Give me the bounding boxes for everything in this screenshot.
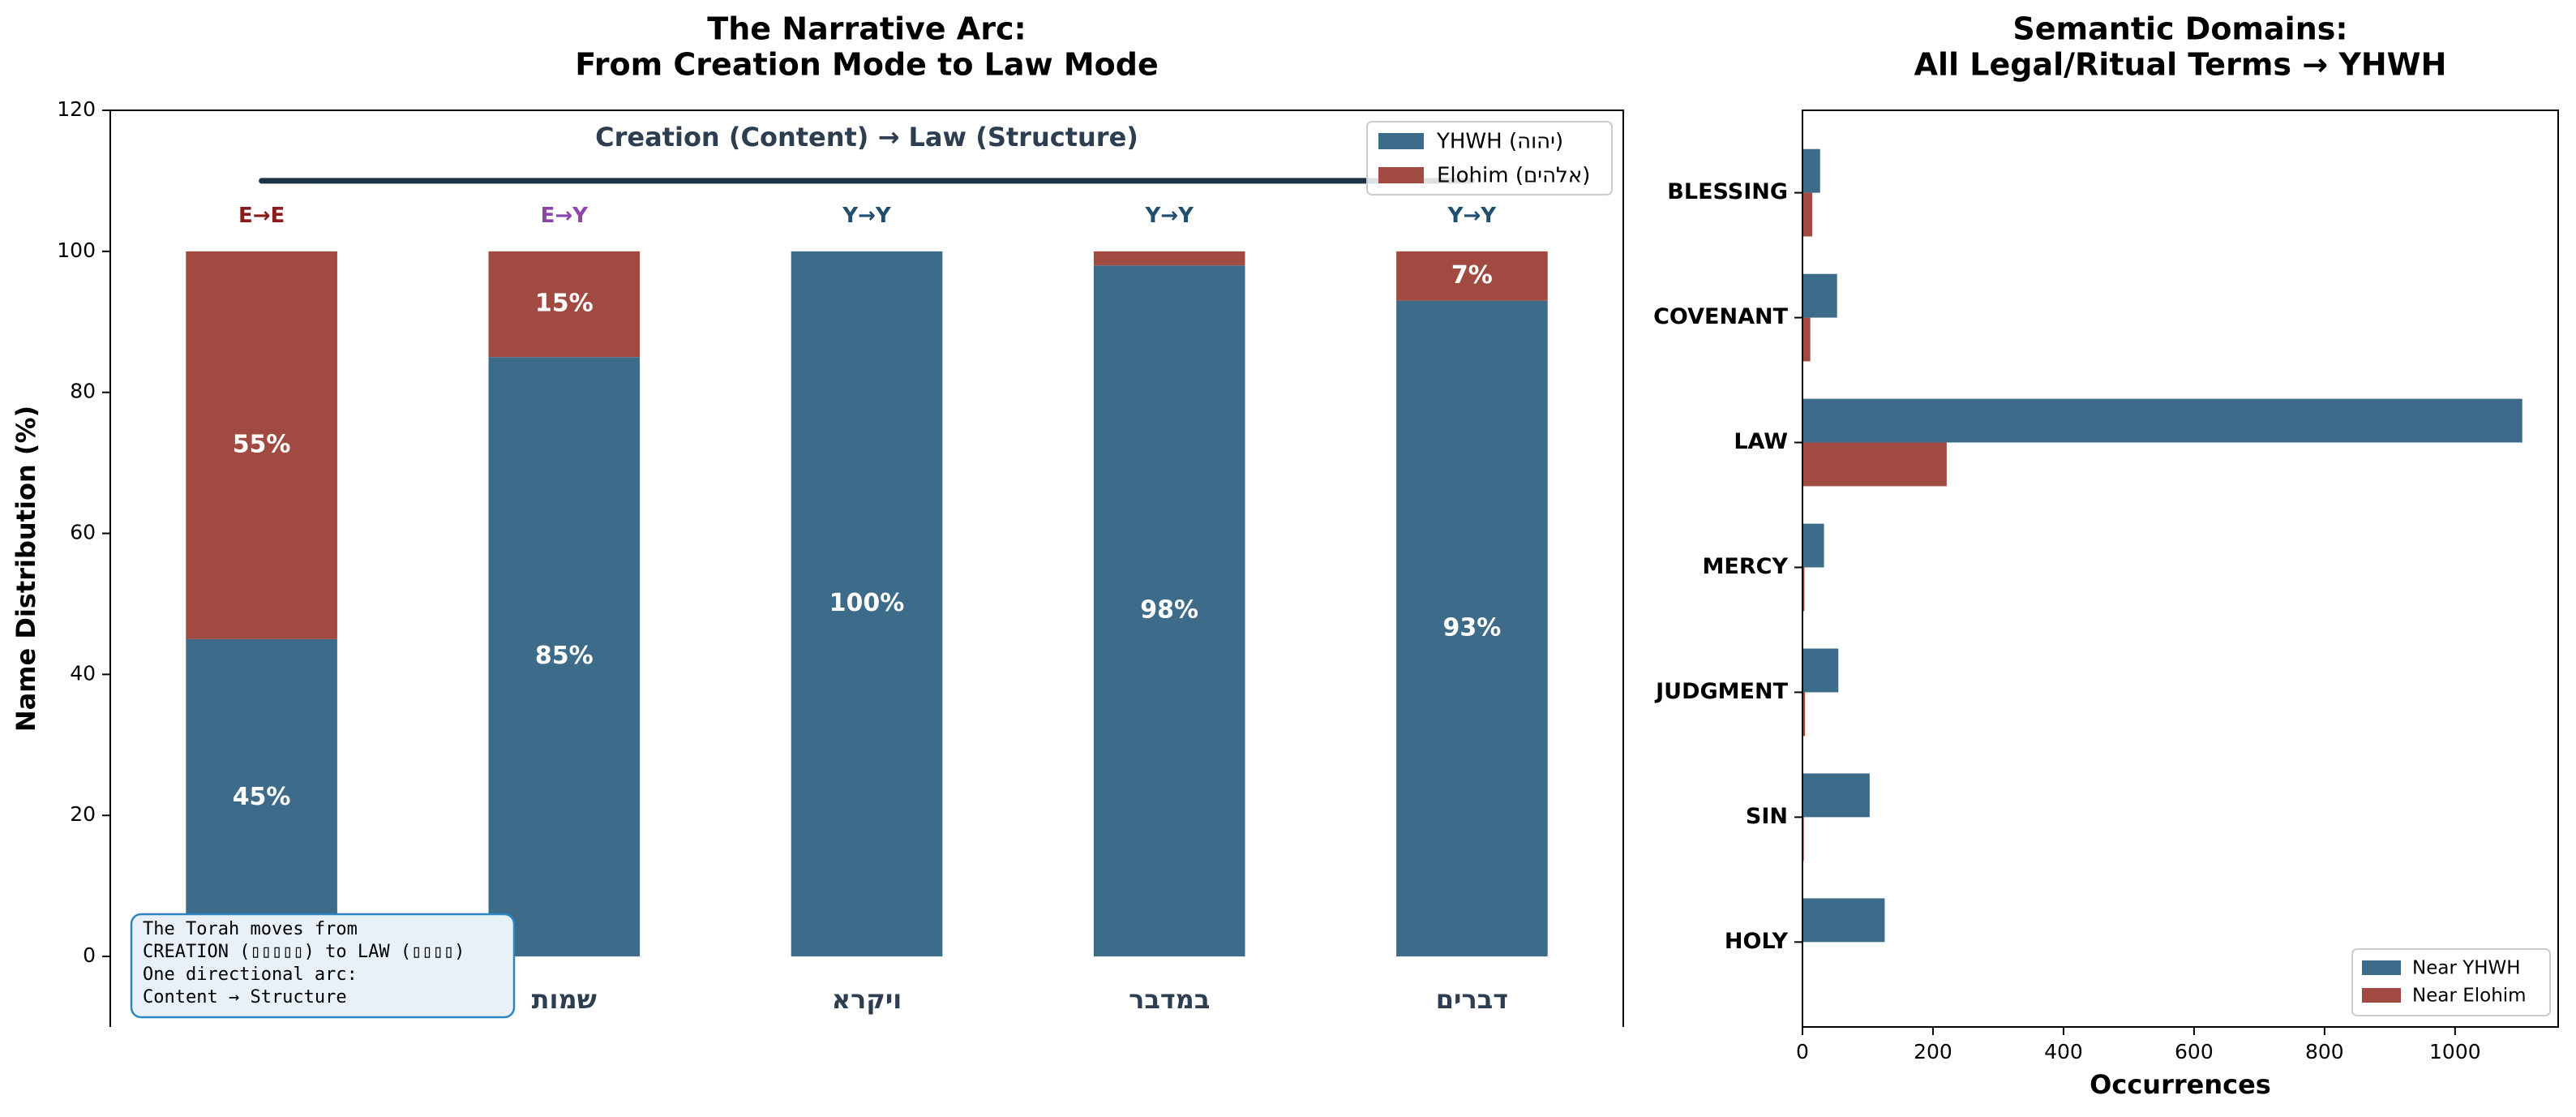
transition-label: E→Y bbox=[541, 204, 589, 228]
bar-segment bbox=[1093, 265, 1245, 957]
y-tick-label: 80 bbox=[70, 380, 96, 403]
legend-box bbox=[1366, 121, 1613, 195]
y-tick-label: 20 bbox=[70, 802, 96, 826]
axis-frame bbox=[109, 110, 1624, 1027]
chart-title: The Narrative Arc: bbox=[707, 11, 1026, 47]
chart-title: All Legal/Ritual Terms → YHWH bbox=[1914, 47, 2447, 83]
y-tick-label: COVENANT bbox=[1653, 304, 1788, 329]
y-tick-label: HOLY bbox=[1725, 929, 1789, 954]
transition-label: E→E bbox=[238, 204, 285, 228]
x-tick-label: ויקרא bbox=[832, 984, 902, 1015]
bar bbox=[1802, 148, 1820, 193]
legend-label: Near Elohim bbox=[2412, 986, 2527, 1007]
y-tick-label: SIN bbox=[1746, 804, 1788, 829]
y-tick-label: JUDGMENT bbox=[1654, 679, 1788, 704]
x-axis-label: Occurrences bbox=[2090, 1069, 2271, 1100]
bar bbox=[1802, 398, 2522, 443]
legend-label: Elohim (אלהים) bbox=[1437, 164, 1590, 188]
bar bbox=[1802, 648, 1839, 693]
bar-segment bbox=[186, 638, 337, 957]
y-tick-label: LAW bbox=[1734, 429, 1788, 454]
value-label: 55% bbox=[233, 430, 291, 458]
value-label: 7% bbox=[1451, 261, 1493, 290]
annotation-text: Content → Structure bbox=[143, 987, 347, 1007]
bar bbox=[1802, 692, 1806, 737]
y-tick-label: 0 bbox=[83, 943, 96, 967]
legend-label: Near YHWH bbox=[2412, 958, 2521, 979]
legend-swatch bbox=[2362, 960, 2401, 975]
bar bbox=[1802, 442, 1947, 487]
bar bbox=[1802, 192, 1813, 237]
x-tick-label: 400 bbox=[2044, 1040, 2083, 1063]
annotation-text: One directional arc: bbox=[143, 964, 358, 985]
bar-segment bbox=[186, 251, 337, 639]
value-label: 15% bbox=[535, 290, 594, 318]
y-tick-label: 100 bbox=[57, 238, 96, 262]
chart-title: Semantic Domains: bbox=[2012, 11, 2347, 47]
arc-label: Creation (Content) → Law (Structure) bbox=[595, 122, 1138, 153]
bar-segment bbox=[488, 357, 641, 957]
value-label: 85% bbox=[535, 642, 594, 670]
value-label: 98% bbox=[1140, 596, 1198, 625]
bar-segment bbox=[1093, 251, 1245, 266]
transition-label: Y→Y bbox=[842, 204, 892, 228]
x-tick-label: 1000 bbox=[2429, 1040, 2481, 1063]
bar-segment bbox=[1396, 251, 1548, 301]
axis-frame bbox=[1802, 110, 2559, 1028]
x-tick-label: 800 bbox=[2305, 1040, 2344, 1063]
x-tick-label: 0 bbox=[1796, 1040, 1809, 1063]
legend-box bbox=[2351, 948, 2551, 1016]
y-tick-label: 120 bbox=[57, 97, 96, 121]
legend-label: YHWH (יהוה) bbox=[1436, 130, 1563, 154]
y-tick-label: 60 bbox=[70, 521, 96, 544]
y-tick-label: MERCY bbox=[1703, 554, 1789, 579]
transition-label: Y→Y bbox=[1144, 204, 1194, 228]
x-tick-label: שמות bbox=[532, 984, 597, 1015]
annotation-box bbox=[130, 913, 516, 1019]
bar bbox=[1802, 317, 1811, 362]
x-tick-label: במדבר bbox=[1129, 984, 1210, 1015]
x-tick-label: 600 bbox=[2175, 1040, 2214, 1063]
value-label: 93% bbox=[1442, 613, 1501, 642]
y-tick-label: 40 bbox=[70, 661, 96, 685]
bar bbox=[1802, 773, 1870, 818]
annotation-text: CREATION (▯▯▯▯▯) to LAW (▯▯▯▯) bbox=[143, 942, 465, 962]
x-tick-label: דברים bbox=[1436, 984, 1508, 1015]
value-label: 45% bbox=[233, 783, 291, 811]
bar bbox=[1802, 523, 1824, 568]
y-axis-label: Name Distribution (%) bbox=[11, 406, 41, 732]
y-tick-label: BLESSING bbox=[1667, 179, 1788, 204]
bar bbox=[1802, 273, 1837, 318]
transition-label: Y→Y bbox=[1447, 204, 1498, 228]
bar bbox=[1802, 898, 1885, 943]
legend-swatch bbox=[2362, 988, 2401, 1003]
bar-segment bbox=[488, 251, 641, 358]
legend-swatch bbox=[1378, 167, 1424, 183]
legend-swatch bbox=[1378, 133, 1424, 149]
bar bbox=[1802, 567, 1805, 612]
bar-segment bbox=[1396, 300, 1548, 957]
x-tick-label: 200 bbox=[1914, 1040, 1952, 1063]
value-label: 100% bbox=[829, 589, 905, 617]
bar-segment bbox=[791, 251, 943, 957]
chart-title: From Creation Mode to Law Mode bbox=[575, 47, 1159, 83]
annotation-text: The Torah moves from bbox=[143, 919, 358, 939]
